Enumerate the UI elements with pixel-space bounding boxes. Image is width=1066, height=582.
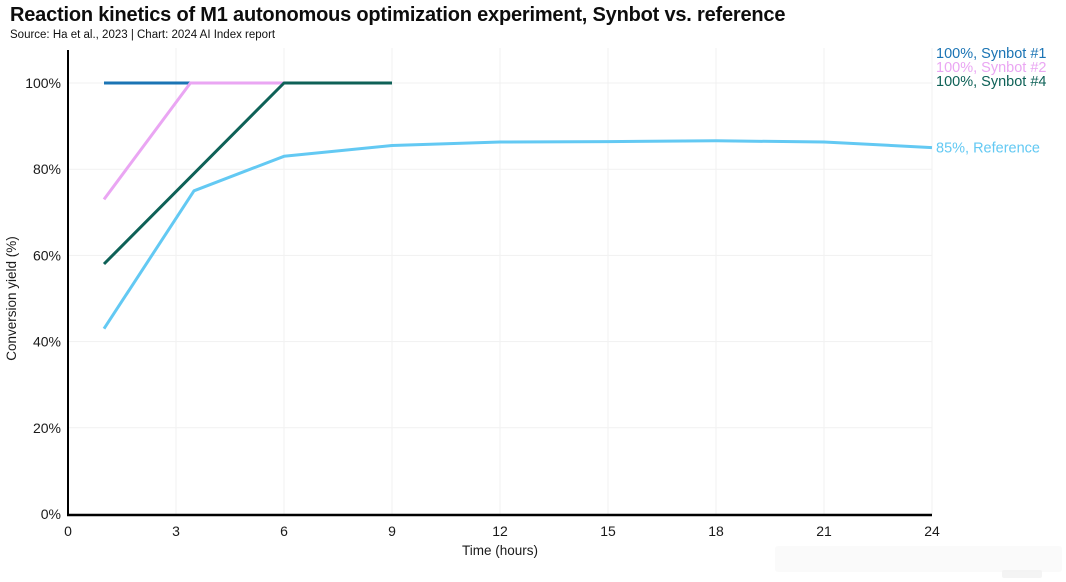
x-tick-label: 9 <box>388 523 396 539</box>
y-tick-label: 0% <box>41 506 61 522</box>
series-end-label-synbot-2: 100%, Synbot #2 <box>936 60 1046 76</box>
y-axis-title: Conversion yield (%) <box>4 236 19 361</box>
chart-line-synbot-4 <box>102 81 392 266</box>
chart-title: Reaction kinetics of M1 autonomous optim… <box>10 4 786 26</box>
x-tick-label: 12 <box>492 523 508 539</box>
x-tick-label: 24 <box>924 523 940 539</box>
y-tick-label: 40% <box>33 334 61 350</box>
series-end-label-synbot-1: 100%, Synbot #1 <box>936 46 1046 62</box>
x-axis-title: Time (hours) <box>462 543 538 558</box>
y-tick-label: 80% <box>33 161 61 177</box>
series-end-label-reference: 85%, Reference <box>936 141 1040 157</box>
chart-source-subtitle: Source: Ha et al., 2023 | Chart: 2024 AI… <box>10 29 276 41</box>
x-tick-label: 18 <box>708 523 724 539</box>
series-end-label-synbot-4: 100%, Synbot #4 <box>936 74 1046 90</box>
chart-line-reference <box>102 139 933 330</box>
x-tick-label: 15 <box>600 523 616 539</box>
chart-line-synbot-2 <box>102 81 392 201</box>
bottom-right-panel <box>775 546 1062 572</box>
x-tick-label: 0 <box>64 523 72 539</box>
x-tick-label: 6 <box>280 523 288 539</box>
y-tick-label: 60% <box>33 247 61 263</box>
y-tick-label: 100% <box>25 75 61 91</box>
bottom-right-panel-fragment <box>1002 570 1042 578</box>
x-tick-label: 21 <box>816 523 832 539</box>
x-tick-label: 3 <box>172 523 180 539</box>
y-tick-label: 20% <box>33 420 61 436</box>
